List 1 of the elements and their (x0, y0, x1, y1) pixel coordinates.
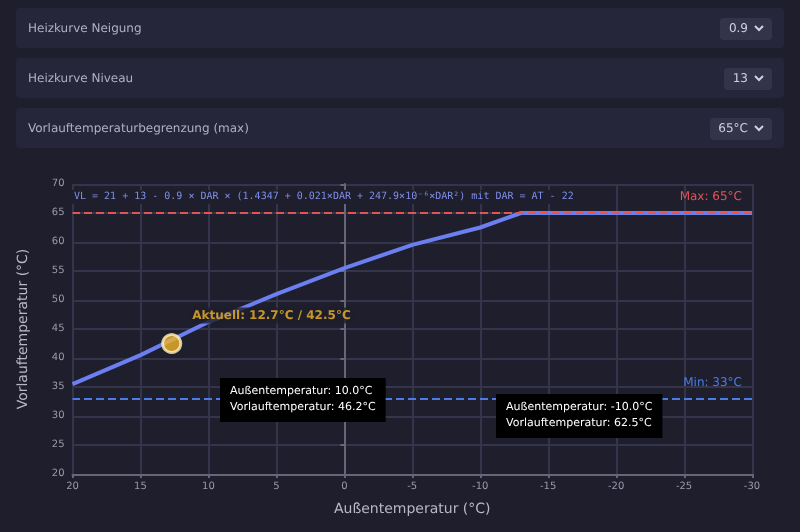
line-series (70, 211, 754, 387)
